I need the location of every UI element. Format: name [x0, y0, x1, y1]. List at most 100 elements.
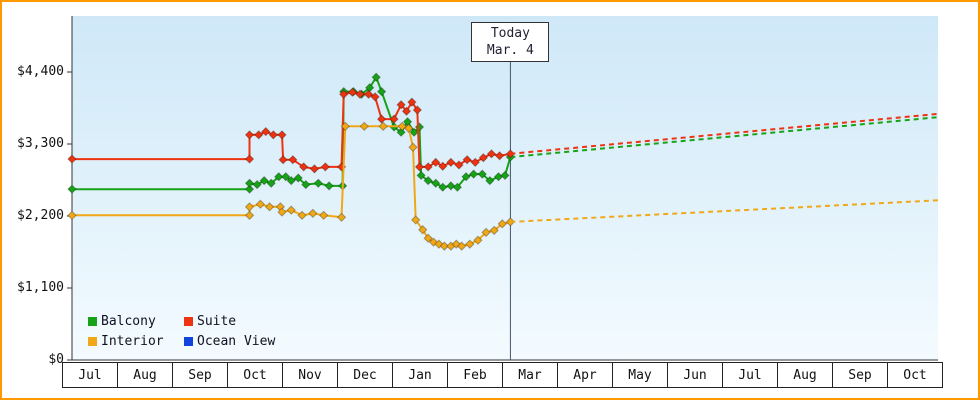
data-point-interior	[397, 121, 407, 132]
data-point-suite	[454, 160, 464, 170]
data-point-suite	[414, 162, 425, 172]
data-point-balcony	[468, 169, 479, 179]
month-cell-may-10: May	[612, 362, 668, 388]
y-tick-label: $1,100	[17, 280, 64, 295]
today-date: Mar. 4	[486, 43, 534, 58]
month-cell-jun-11: Jun	[667, 362, 723, 388]
data-point-interior	[428, 237, 439, 247]
data-point-balcony	[446, 181, 456, 191]
data-point-balcony	[244, 178, 255, 188]
y-tick-label: $4,400	[17, 64, 64, 79]
data-point-balcony	[259, 175, 269, 186]
data-point-suite	[401, 106, 412, 116]
month-cell-oct-15: Oct	[887, 362, 943, 388]
data-point-suite	[407, 97, 417, 107]
data-point-interior	[456, 241, 467, 251]
data-point-suite	[338, 89, 349, 99]
legend-label: Interior	[101, 334, 164, 349]
data-point-balcony	[281, 172, 291, 182]
data-point-balcony	[324, 181, 334, 191]
data-point-interior	[255, 199, 266, 209]
month-cell-apr-9: Apr	[557, 362, 613, 388]
legend-swatch-suite	[184, 317, 193, 326]
data-point-interior	[489, 225, 499, 236]
month-cell-nov-4: Nov	[282, 362, 338, 388]
data-point-suite	[370, 92, 380, 102]
legend-item-interior: Interior	[88, 334, 184, 349]
data-point-suite	[67, 154, 77, 164]
data-point-balcony	[266, 178, 276, 188]
legend-label: Suite	[197, 314, 237, 329]
today-label: Today	[490, 26, 530, 41]
data-point-suite	[494, 151, 505, 161]
data-point-suite	[244, 154, 255, 164]
legend-swatch-ocean-view	[184, 337, 193, 346]
data-point-interior	[481, 227, 491, 238]
data-point-suite	[261, 126, 271, 137]
legend-swatch-interior	[88, 337, 97, 346]
data-point-interior	[378, 121, 388, 132]
data-point-suite	[347, 87, 358, 97]
data-point-interior	[403, 123, 414, 133]
data-point-balcony	[423, 175, 433, 186]
data-point-suite	[320, 162, 331, 172]
y-tick-label: $3,300	[17, 136, 64, 151]
forecast-line-balcony	[510, 116, 939, 159]
data-point-suite	[363, 89, 374, 99]
data-point-suite	[446, 157, 456, 168]
y-tick-label: $0	[48, 352, 64, 367]
data-point-balcony	[396, 127, 406, 137]
y-tick-label: $2,200	[17, 208, 64, 223]
data-point-suite	[396, 100, 406, 110]
data-point-suite	[438, 161, 448, 171]
data-point-interior	[473, 235, 483, 245]
month-cell-feb-7: Feb	[447, 362, 503, 388]
data-point-suite	[298, 162, 309, 172]
data-point-suite	[288, 155, 298, 165]
data-point-balcony	[376, 86, 387, 97]
data-point-balcony	[416, 170, 426, 181]
data-point-suite	[431, 157, 441, 168]
month-cell-sep-2: Sep	[172, 362, 228, 388]
data-point-interior	[264, 202, 275, 212]
data-point-balcony	[67, 184, 77, 194]
data-point-interior	[277, 207, 287, 217]
data-point-interior	[423, 233, 433, 243]
data-point-interior	[67, 210, 77, 221]
legend-item-balcony: Balcony	[88, 314, 184, 329]
data-point-suite	[355, 89, 365, 99]
data-point-balcony	[409, 127, 419, 137]
data-point-interior	[340, 121, 351, 132]
forecast-line-interior	[510, 199, 939, 223]
month-cell-aug-1: Aug	[117, 362, 173, 388]
data-point-suite	[478, 153, 489, 163]
data-point-interior	[308, 208, 318, 219]
data-point-balcony	[461, 172, 471, 182]
data-point-interior	[408, 142, 418, 152]
data-point-suite	[277, 130, 287, 140]
data-point-balcony	[274, 172, 284, 182]
data-point-balcony	[301, 179, 311, 190]
series-line-balcony	[72, 74, 512, 191]
month-cell-mar-8: Mar	[502, 362, 558, 388]
data-point-suite	[470, 157, 480, 168]
data-point-balcony	[452, 182, 463, 192]
data-point-balcony	[431, 178, 441, 188]
data-point-interior	[410, 215, 421, 225]
data-point-suite	[486, 149, 497, 159]
data-point-suite	[412, 105, 423, 115]
data-point-interior	[418, 225, 428, 235]
data-point-balcony	[286, 175, 296, 186]
data-point-suite	[376, 114, 387, 124]
data-point-suite	[462, 155, 472, 165]
legend-item-suite: Suite	[184, 314, 275, 329]
month-cell-aug-13: Aug	[777, 362, 833, 388]
data-point-balcony	[313, 178, 323, 188]
data-point-interior	[359, 121, 369, 132]
data-point-balcony	[371, 72, 381, 82]
data-point-suite	[268, 130, 279, 140]
plot-area	[72, 16, 938, 360]
data-point-balcony	[477, 169, 487, 179]
